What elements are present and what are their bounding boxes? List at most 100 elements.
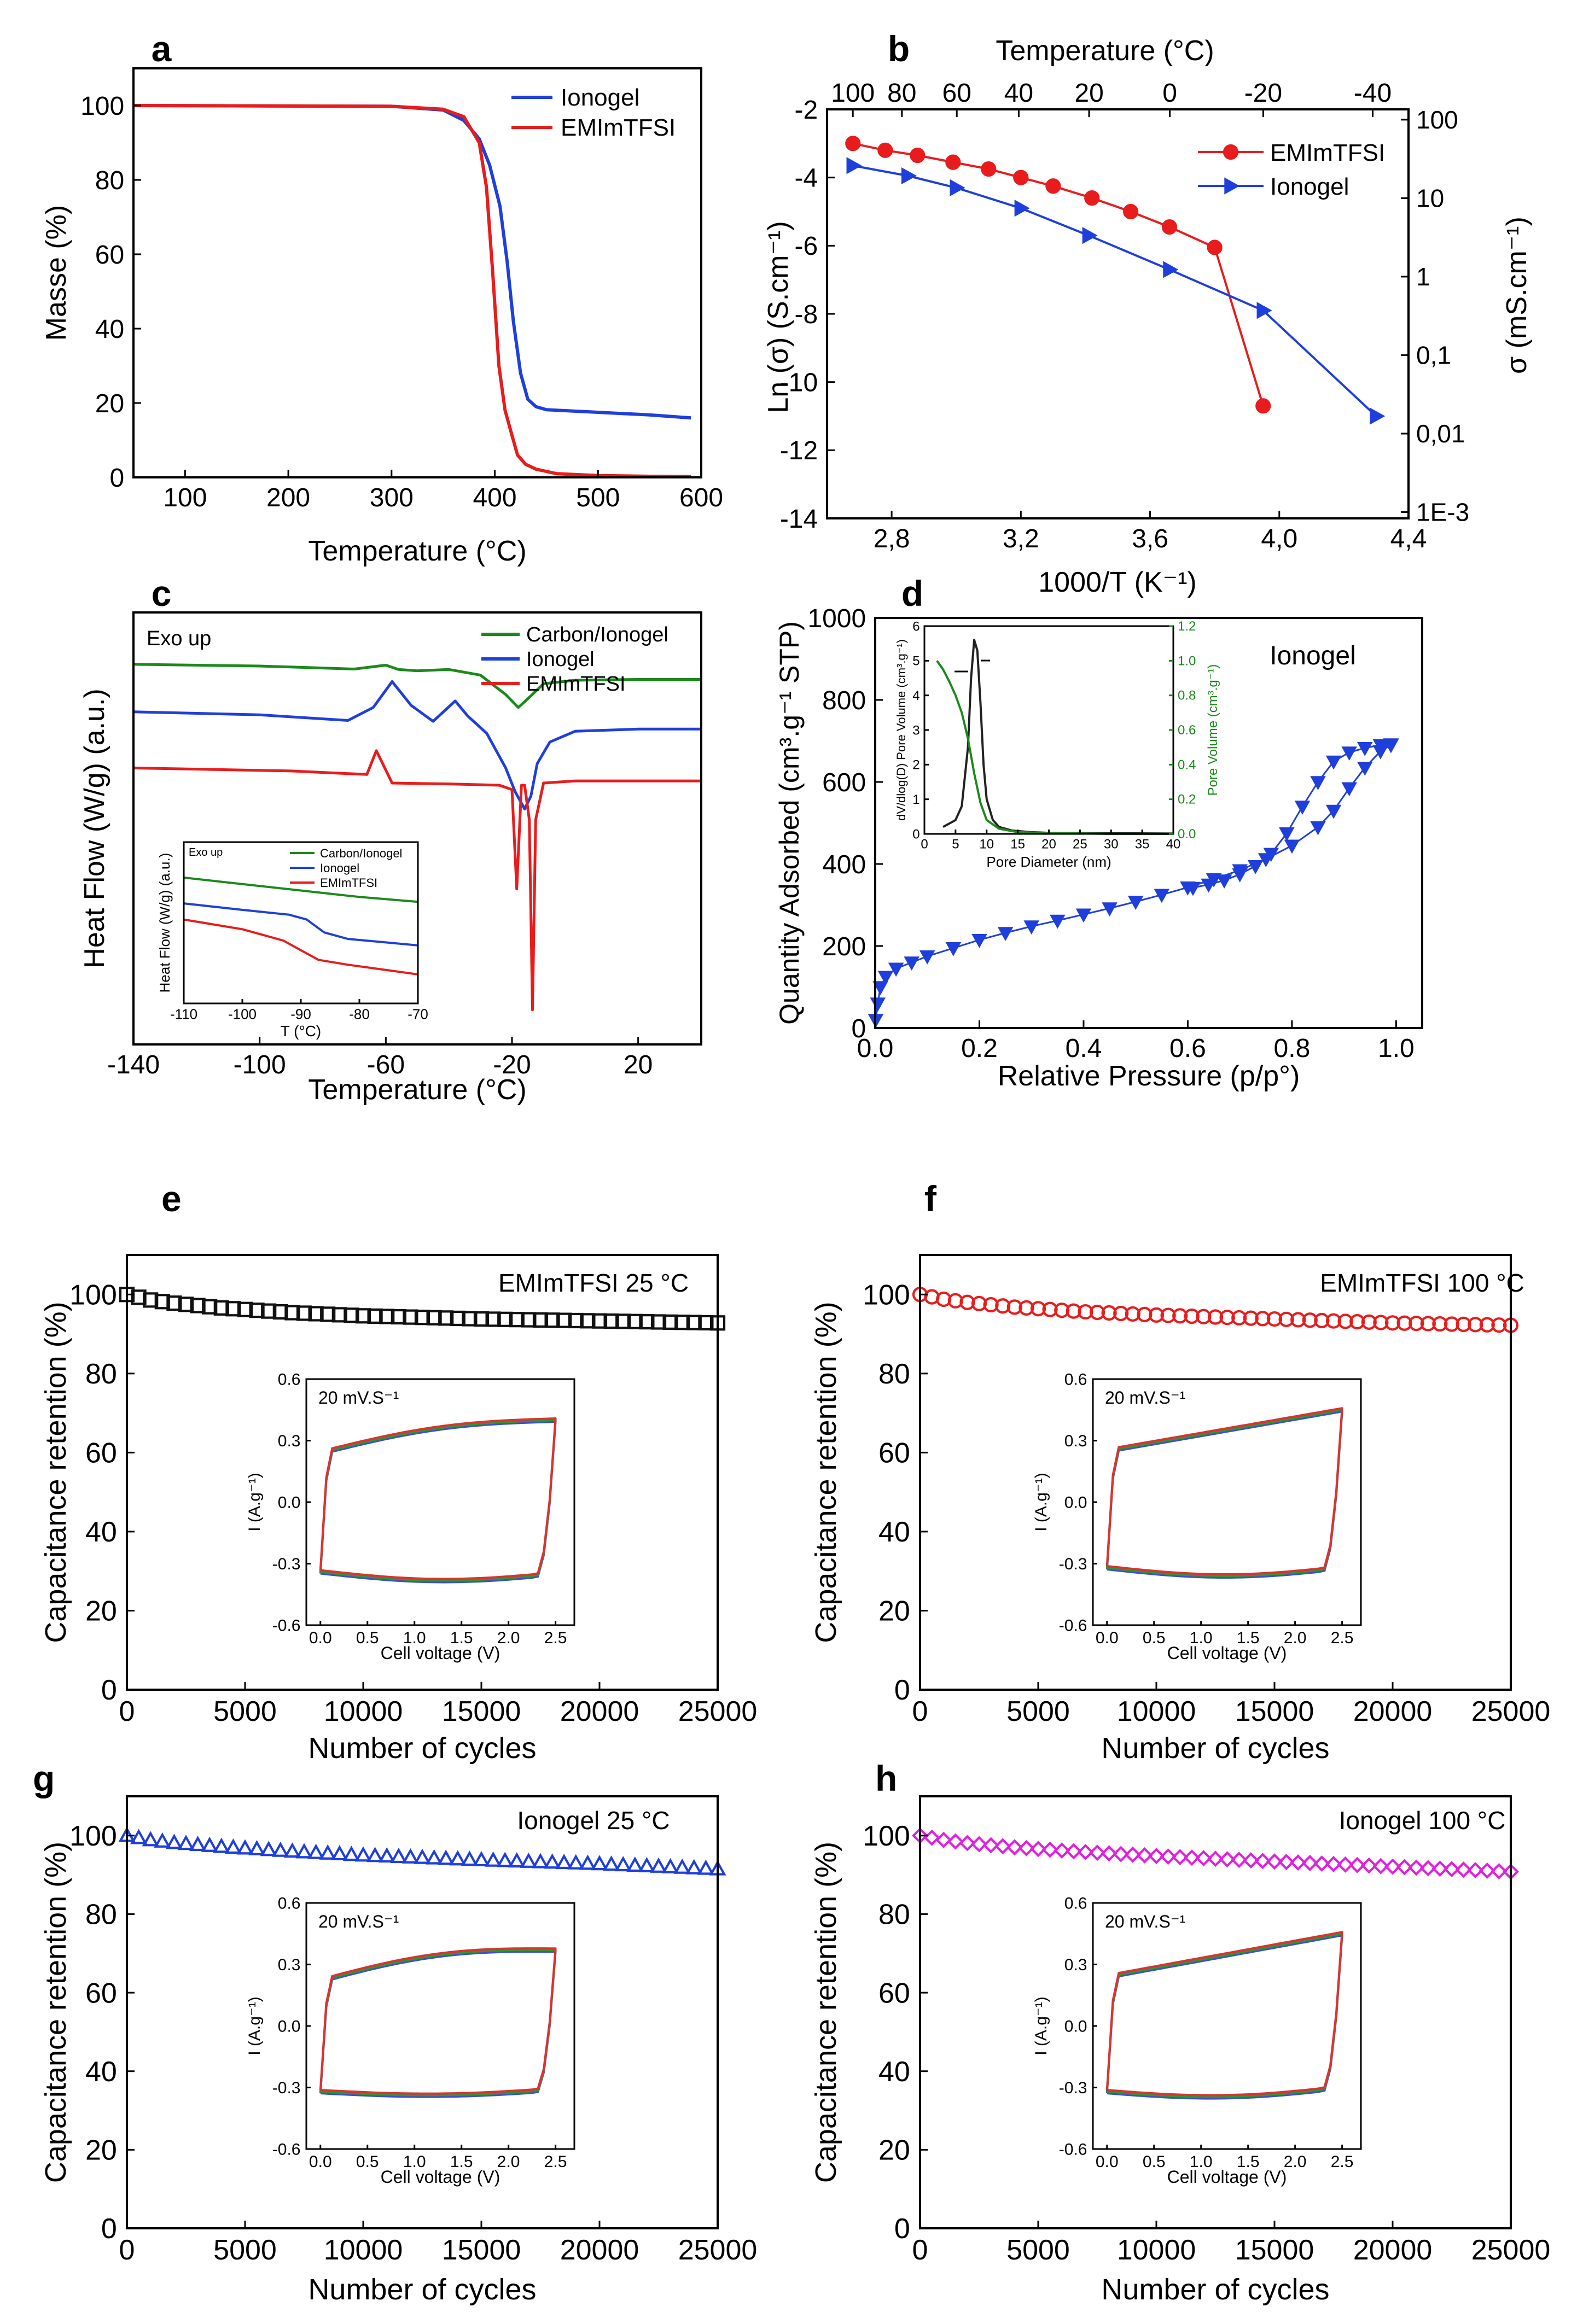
x-tick-label: 10000 xyxy=(324,2234,403,2266)
retention-point xyxy=(189,1836,207,1852)
plot-frame xyxy=(305,1378,575,1626)
inset-y-label: Heat Flow (W/g) (a.u.) xyxy=(156,853,173,993)
retention-point xyxy=(379,1309,395,1324)
retention-point xyxy=(1030,1301,1046,1317)
y-tick-label: -0.3 xyxy=(272,1555,301,1573)
retention-point xyxy=(1278,1311,1294,1327)
retention-point xyxy=(982,1837,999,1854)
retention-point xyxy=(1184,1308,1200,1324)
retention-point xyxy=(1479,1317,1495,1333)
retention-point xyxy=(1196,1309,1212,1324)
x-tick-label: 1.5 xyxy=(450,1629,473,1647)
x-axis-label: Number of cycles xyxy=(1101,2273,1329,2306)
y-tick-label: 80 xyxy=(878,1358,910,1390)
retention-point xyxy=(603,1855,620,1871)
panel-c: c Exo up -140 -100 -60 -20 20 Temperature (°C) H… xyxy=(79,573,702,1106)
y-tick-label: 0.0 xyxy=(1064,1494,1087,1512)
data-point xyxy=(981,161,997,177)
cv-curve xyxy=(1105,1934,1343,2100)
x-tick-label: 1.5 xyxy=(450,2153,473,2171)
retention-point xyxy=(520,1852,537,1868)
x-axis-label: Number of cycles xyxy=(308,1732,536,1765)
retention-point xyxy=(213,1837,230,1853)
data-point xyxy=(1045,178,1061,194)
retention-point xyxy=(1219,1851,1236,1868)
retention-point xyxy=(532,1853,549,1868)
retention-point xyxy=(686,1315,702,1330)
retention-point xyxy=(1124,1846,1141,1863)
x-tick-label: -70 xyxy=(408,1006,428,1023)
retention-point xyxy=(414,1310,430,1326)
x-tick-label: 0.5 xyxy=(1143,1629,1166,1647)
inset-h: 0.0 0.5 1.0 1.5 2.0 2.5 -0.6 -0.3 0.0 0.3 0.6 Cell … xyxy=(1032,1895,1362,2187)
x-tick-label: 0.6 xyxy=(1169,1034,1206,1063)
panel-label: c xyxy=(152,573,172,614)
y-tick-label: 80 xyxy=(95,166,124,195)
x-tick-label: 40 xyxy=(1166,837,1181,851)
x-tick-label: 15000 xyxy=(442,1696,521,1727)
data-point xyxy=(1370,407,1386,425)
inset-e: 0.0 0.5 1.0 1.5 2.0 2.5 -0.6 -0.3 0.0 0.3 0.6 Cell … xyxy=(246,1371,575,1663)
x-tick-label: 4,0 xyxy=(1261,524,1297,553)
retention-point xyxy=(544,1853,561,1869)
isotherm-point xyxy=(945,942,962,956)
retention-point xyxy=(1160,1848,1177,1865)
data-point xyxy=(950,179,965,196)
retention-point xyxy=(344,1307,359,1323)
data-point xyxy=(1207,240,1223,255)
series-line-ionogel xyxy=(133,680,701,810)
panel-title: EMImTFSI 25 °C xyxy=(498,1269,689,1297)
legend-label: Ionogel xyxy=(561,84,639,111)
retention-point xyxy=(650,1314,667,1330)
inset-x-label: Cell voltage (V) xyxy=(381,2167,500,2187)
y-tick-label: -0.6 xyxy=(272,2141,301,2159)
panel-label: b xyxy=(888,28,910,69)
top-tick-label: -40 xyxy=(1354,79,1392,108)
retention-point xyxy=(1006,1299,1022,1315)
x-tick-label: 15000 xyxy=(1235,2234,1314,2266)
isotherm-point xyxy=(1263,848,1279,862)
x-tick-label: 3,2 xyxy=(1003,524,1039,553)
retention-point xyxy=(154,1832,171,1848)
x-tick-label: 3,6 xyxy=(1132,524,1168,553)
inset-line xyxy=(183,902,418,947)
retention-point xyxy=(1349,1856,1366,1873)
retention-point xyxy=(1290,1312,1306,1328)
retention-point xyxy=(1278,1854,1295,1871)
panel-title: Ionogel 100 °C xyxy=(1339,1806,1506,1835)
x-tick-label: -60 xyxy=(367,1050,405,1079)
y-tick-label: 60 xyxy=(85,1438,117,1469)
retention-point xyxy=(1254,1853,1271,1870)
isotherm-point xyxy=(1310,821,1326,836)
cv-curve xyxy=(319,1417,557,1580)
x-tick-label: 0 xyxy=(119,1696,135,1727)
retention-point xyxy=(261,1303,277,1319)
retention-point xyxy=(1065,1843,1082,1860)
isotherm-point xyxy=(1127,896,1144,910)
x-tick-label: 0.0 xyxy=(857,1034,894,1063)
x-axis-label: Temperature (°C) xyxy=(308,535,526,567)
y-tick-label: 20 xyxy=(878,2135,910,2167)
y-tick-label: -0.6 xyxy=(1059,2141,1087,2159)
retention-point xyxy=(1078,1304,1093,1320)
x-tick-label: 1.0 xyxy=(403,1629,426,1647)
panel-g: g 0 5000 10000 15000 20000 25000 0 20 40 60 80 100 Io… xyxy=(33,1758,757,2306)
retention-point xyxy=(1207,1309,1224,1325)
retention-point xyxy=(1349,1314,1365,1330)
retention-point xyxy=(355,1308,371,1324)
x-tick-label: -80 xyxy=(349,1006,370,1023)
x-tick-label: 0.4 xyxy=(1066,1034,1102,1063)
retention-point xyxy=(591,1313,608,1329)
retention-point xyxy=(1455,1861,1472,1878)
retention-point xyxy=(177,1835,195,1850)
x-tick-label: 1.5 xyxy=(1237,2153,1260,2171)
y-tick-label: -14 xyxy=(780,505,818,534)
isotherm-point xyxy=(919,950,935,965)
retention-point xyxy=(178,1297,194,1312)
retention-point xyxy=(626,1856,644,1872)
right-tick-label: 0,1 xyxy=(1416,341,1451,369)
retention-point xyxy=(673,1858,691,1874)
retention-point xyxy=(331,1845,348,1861)
isotherm-line xyxy=(875,743,1392,1020)
retention-point xyxy=(320,1306,336,1322)
